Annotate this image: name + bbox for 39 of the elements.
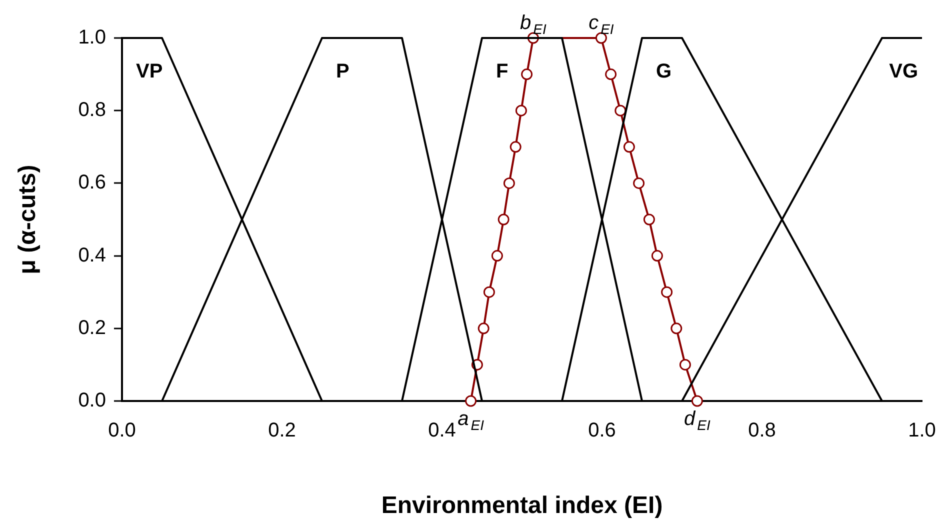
y-axis-title: μ (α-cuts) [14,164,42,274]
point [478,322,490,334]
point [651,250,663,262]
series-label: VP [136,60,163,83]
point [661,286,673,298]
series-label: G [656,60,672,83]
point [491,250,503,262]
x-tick-label: 0.4 [428,420,456,442]
y-tick-label: 1.0 [78,26,106,49]
series-label: F [496,60,508,83]
point [614,104,626,116]
point [503,177,515,189]
point [633,177,645,189]
point [605,68,617,80]
y-tick-label: 0.0 [78,390,106,412]
point [521,68,533,80]
point [679,358,691,370]
x-tick-label: 0.6 [588,420,616,442]
point [691,395,703,407]
x-tick-label: 1.0 [908,420,936,442]
point [510,141,522,153]
y-tick-label: 0.6 [78,172,106,194]
point [498,214,510,226]
y-tick-label: 0.4 [78,244,106,266]
point [465,395,477,407]
x-axis-title: Environmental index (EI) [381,492,663,520]
y-tick-label: 0.2 [78,316,106,339]
point [643,214,655,226]
point [515,104,527,116]
series-label: VG [889,60,918,83]
point [670,322,682,334]
y-tick-label: 0.8 [78,99,106,122]
x-tick-label: 0.0 [108,420,136,442]
x-tick-label: 0.2 [268,420,296,442]
series-label: P [336,60,350,83]
point [483,286,495,298]
point [595,32,607,44]
x-tick-label: 0.8 [748,420,776,442]
point [623,141,635,153]
